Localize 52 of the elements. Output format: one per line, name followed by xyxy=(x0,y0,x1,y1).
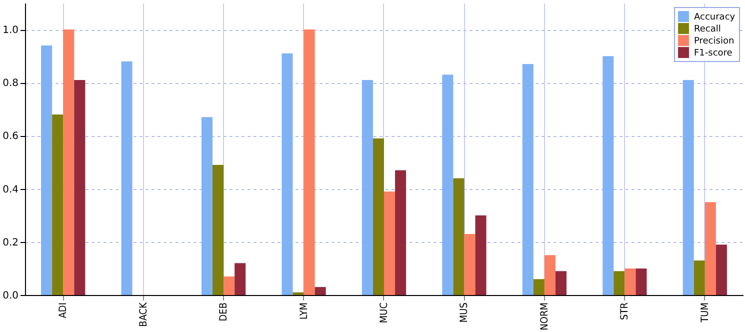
bar xyxy=(636,268,647,295)
bar xyxy=(614,271,625,295)
bar xyxy=(234,263,246,295)
bar xyxy=(694,260,705,295)
x-tick-label: DEB xyxy=(218,302,230,322)
bar xyxy=(282,53,293,295)
bar xyxy=(475,215,486,295)
legend-label: Recall xyxy=(694,24,721,34)
bar xyxy=(314,287,326,295)
x-tick-label: STR xyxy=(620,302,631,320)
bar xyxy=(52,114,64,295)
bar xyxy=(602,56,614,295)
bar xyxy=(304,30,315,295)
bar xyxy=(74,80,86,295)
y-tick-label: 0.6 xyxy=(2,131,18,142)
bar xyxy=(544,255,556,295)
bar xyxy=(464,234,476,295)
bar xyxy=(704,202,716,295)
bar xyxy=(533,279,544,295)
y-tick-label: 0.0 xyxy=(2,290,18,302)
bar xyxy=(522,64,534,295)
legend-label: F1-score xyxy=(694,48,733,58)
y-tick-label: 0.8 xyxy=(2,78,18,90)
bar xyxy=(716,244,727,295)
x-tick-label: TUM xyxy=(700,302,711,324)
x-tick-label: LYM xyxy=(298,302,310,320)
bar xyxy=(624,268,636,295)
bar xyxy=(442,74,454,295)
bar xyxy=(41,45,52,295)
legend-label: Precision xyxy=(694,36,734,46)
y-tick-label: 0.4 xyxy=(2,184,18,196)
bar xyxy=(121,61,132,295)
bar xyxy=(292,292,304,295)
bar xyxy=(395,170,406,295)
x-tick-label: ADI xyxy=(58,302,70,318)
x-tick-label: MUC xyxy=(379,302,390,324)
bar xyxy=(384,191,396,295)
bar xyxy=(453,178,464,295)
bar xyxy=(362,80,373,295)
bar xyxy=(224,276,235,295)
x-tick-label: BACK xyxy=(138,301,150,327)
bar xyxy=(682,80,694,295)
bar xyxy=(212,164,224,295)
bar xyxy=(63,30,74,295)
bar xyxy=(201,117,213,295)
x-tick-label: NORM xyxy=(539,302,550,330)
legend-label: Accuracy xyxy=(694,12,736,22)
bar xyxy=(555,271,567,295)
bar xyxy=(372,138,384,295)
y-tick-label: 0.2 xyxy=(2,237,18,248)
x-tick-label: MUS xyxy=(459,302,470,323)
y-tick-label: 1.0 xyxy=(2,25,18,36)
